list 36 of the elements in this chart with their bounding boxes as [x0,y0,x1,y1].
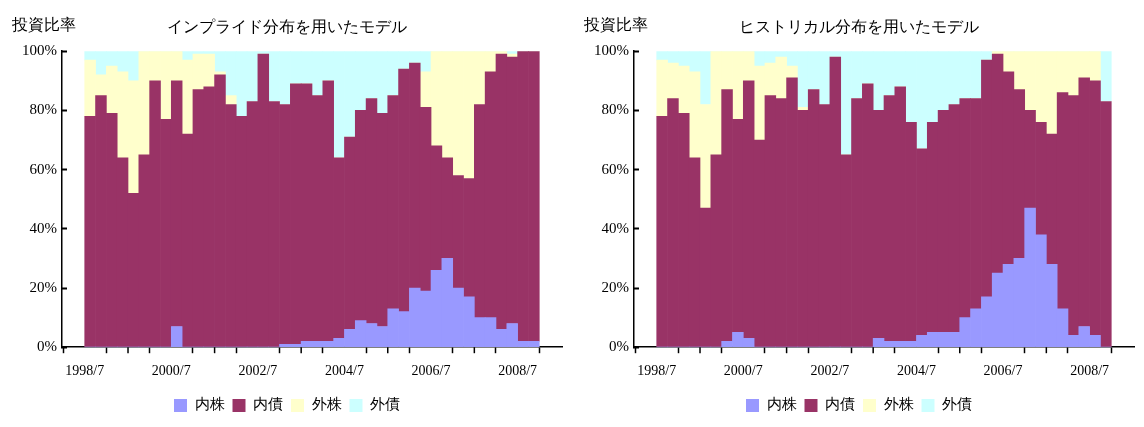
x-tick-label: 2008/7 [498,363,538,379]
legend-label: 外株 [883,396,914,413]
x-tick-label: 2006/7 [411,363,451,379]
legend-label: 内債 [253,396,283,413]
x-tick-label: 2000/7 [151,363,191,379]
x-tick-label: 2004/7 [325,363,364,379]
y-tick-label: 60% [601,160,629,177]
legend-label: 外債 [370,396,400,413]
y-tick-label: 40% [601,219,629,236]
x-tick-label: 2006/7 [983,363,1023,379]
y-tick-label: 0% [609,338,629,355]
y-axis-title: 投資比率 [11,16,76,34]
legend-label: 内債 [825,396,855,413]
x-tick-label: 2000/7 [723,363,763,379]
y-tick-label: 40% [29,219,57,236]
x-tick-label: 1998/7 [637,363,677,379]
y-tick-label: 0% [37,338,57,355]
legend-label: 外株 [311,396,342,413]
x-tick-label: 2002/7 [238,363,278,379]
chart-title: ヒストリカル分布を用いたモデル [739,17,979,35]
x-tick-label: 2004/7 [897,363,936,379]
legend-label: 内株 [766,396,797,413]
y-tick-label: 100% [22,42,57,59]
x-tick-label: 1998/7 [65,363,105,379]
legend-label: 内株 [194,396,225,413]
chart-title: インプライド分布を用いたモデル [167,17,407,35]
x-tick-label: 2002/7 [810,363,850,379]
legend-label: 外債 [942,396,972,413]
y-tick-label: 20% [601,278,629,295]
y-tick-label: 80% [601,101,629,118]
y-tick-label: 60% [29,160,57,177]
x-tick-label: 2008/7 [1070,363,1110,379]
y-tick-label: 100% [594,42,629,59]
y-axis-title: 投資比率 [583,16,648,34]
y-tick-label: 80% [29,101,57,118]
y-tick-label: 20% [29,278,57,295]
